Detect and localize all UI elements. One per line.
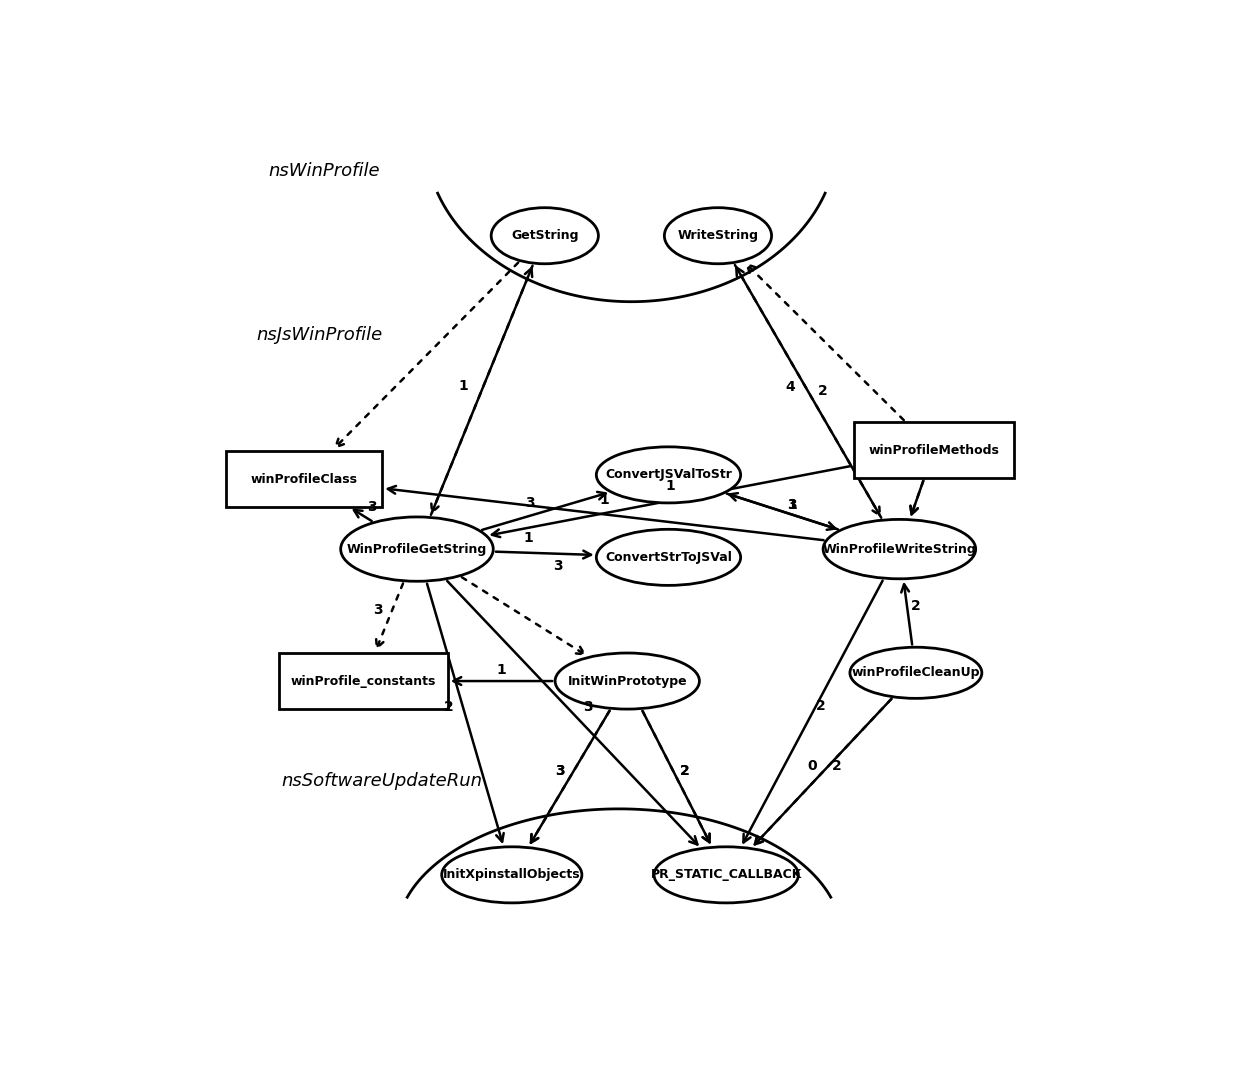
- FancyBboxPatch shape: [279, 653, 448, 709]
- Text: winProfileMethods: winProfileMethods: [868, 443, 999, 456]
- Ellipse shape: [596, 529, 740, 586]
- Ellipse shape: [823, 519, 976, 578]
- Text: WinProfileGetString: WinProfileGetString: [347, 543, 487, 556]
- Ellipse shape: [491, 208, 599, 263]
- Text: 1: 1: [496, 663, 506, 677]
- FancyBboxPatch shape: [226, 451, 382, 507]
- Ellipse shape: [556, 653, 699, 709]
- Ellipse shape: [596, 447, 740, 503]
- Text: 3: 3: [583, 700, 593, 714]
- FancyBboxPatch shape: [853, 422, 1014, 478]
- Text: 2: 2: [444, 700, 454, 714]
- Text: nsSoftwareUpdateRun: nsSoftwareUpdateRun: [281, 772, 482, 789]
- Text: PR_STATIC_CALLBACK: PR_STATIC_CALLBACK: [651, 869, 802, 881]
- Text: winProfile_constants: winProfile_constants: [290, 675, 436, 688]
- Text: 0: 0: [807, 759, 817, 773]
- Text: 2: 2: [911, 600, 921, 614]
- Text: 3: 3: [373, 603, 383, 617]
- Text: 1: 1: [787, 498, 797, 512]
- Text: ConvertStrToJSVal: ConvertStrToJSVal: [605, 550, 732, 563]
- Ellipse shape: [653, 847, 799, 903]
- Ellipse shape: [341, 517, 494, 582]
- Text: WriteString: WriteString: [677, 229, 759, 242]
- Text: nsJsWinProfile: nsJsWinProfile: [257, 327, 382, 345]
- Text: 3: 3: [554, 765, 564, 779]
- Text: ConvertJSValToStr: ConvertJSValToStr: [605, 468, 732, 481]
- Text: 1: 1: [599, 493, 609, 507]
- Text: 2: 2: [680, 765, 689, 779]
- Text: 1: 1: [665, 479, 675, 493]
- Text: 2: 2: [818, 384, 828, 398]
- Text: 3: 3: [553, 559, 563, 573]
- Text: winProfileCleanUp: winProfileCleanUp: [852, 666, 980, 679]
- Text: 3: 3: [787, 498, 797, 512]
- Text: InitWinPrototype: InitWinPrototype: [568, 675, 687, 688]
- Text: 3: 3: [367, 499, 376, 513]
- Text: 2: 2: [680, 765, 689, 779]
- Text: InitXpinstallObjects: InitXpinstallObjects: [443, 869, 580, 881]
- Text: 3: 3: [554, 765, 564, 779]
- Ellipse shape: [849, 647, 982, 698]
- Text: nsWinProfile: nsWinProfile: [269, 162, 381, 180]
- Text: 4: 4: [785, 380, 795, 394]
- Text: WinProfileWriteString: WinProfileWriteString: [822, 543, 976, 556]
- Ellipse shape: [441, 847, 582, 903]
- Text: GetString: GetString: [511, 229, 579, 242]
- Text: 1: 1: [523, 531, 533, 545]
- Text: 2: 2: [816, 699, 826, 713]
- Text: winProfileClass: winProfileClass: [250, 472, 357, 485]
- Text: 2: 2: [832, 759, 842, 773]
- Ellipse shape: [665, 208, 771, 263]
- Text: 3: 3: [526, 496, 536, 510]
- Text: 1: 1: [459, 379, 469, 393]
